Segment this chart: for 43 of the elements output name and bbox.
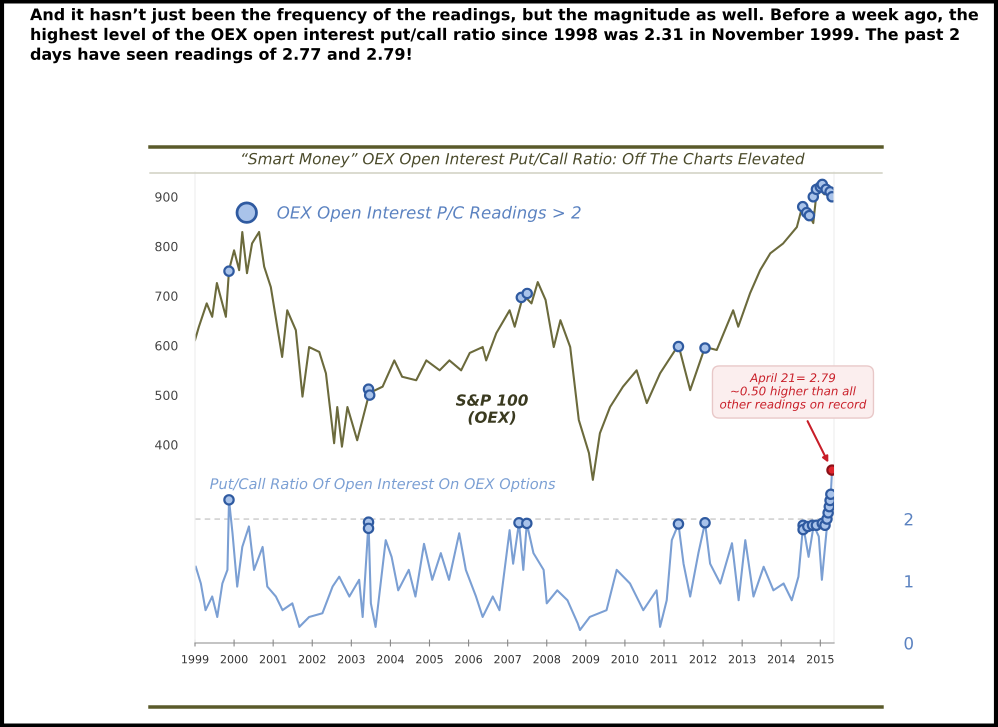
legend-label: OEX Open Interest P/C Readings > 2 [277, 206, 581, 222]
x-tick-label: 2010 [612, 655, 638, 664]
x-tick-label: 2014 [768, 655, 795, 664]
text: And it hasn’t just been the frequency of the readings, but the magnitude as well. Before a week ago, the highest level of the OEX open interest put/call ratio since 1998 was 2.31 in November 1999. The past 2 days have seen readings of 2.77 and 2.79! [30, 8, 978, 64]
y2-tick-label: 1 [905, 575, 913, 588]
x-tick-label: 2004 [377, 655, 404, 664]
point [672, 340, 684, 352]
x-tick-label: 2006 [455, 655, 482, 664]
x-tick-label: 2013 [728, 655, 756, 664]
x-tick-label: 2012 [690, 655, 716, 664]
series-label: S&P 100 (OEX) [456, 394, 528, 425]
x-tick-label: 2002 [298, 655, 326, 664]
point [362, 522, 374, 534]
point [364, 389, 376, 401]
x-tick-label: 2007 [494, 655, 521, 664]
x-tick-label: 1999 [182, 655, 208, 664]
y-tick-label: 600 [155, 341, 178, 350]
annotation: April 21= 2.79 ~0.50 higher than all other readings on record [720, 373, 866, 411]
point [672, 518, 684, 530]
y-tick-label: 800 [155, 242, 178, 252]
y-tick-label: 700 [156, 291, 178, 301]
x-tick-label: 2005 [416, 655, 443, 664]
point [804, 210, 816, 222]
x-tick-label: 2011 [650, 655, 678, 664]
y2-tick-label: 0 [904, 636, 913, 650]
x-tick-label: 2009 [572, 655, 600, 664]
point [223, 265, 235, 277]
point [223, 494, 235, 506]
x-tick-label: 2015 [806, 655, 834, 664]
point [699, 342, 711, 354]
x-tick-label: 2000 [220, 655, 248, 664]
series-label: Put/Call Ratio Of Open Interest On OEX Options [210, 478, 556, 492]
y-tick-label: 400 [155, 440, 178, 450]
y-tick-label: 900 [155, 192, 178, 202]
x-tick-label: 2003 [338, 655, 365, 664]
point [699, 517, 711, 529]
x-tick-label: 2001 [260, 655, 286, 664]
y2-tick-label: 2 [904, 513, 912, 526]
point [521, 288, 533, 300]
x-tick-label: 2008 [533, 655, 560, 664]
point [521, 518, 533, 530]
y-tick-label: 500 [155, 390, 178, 400]
chart-title: “Smart Money” OEX Open Interest Put/Call Ratio: Off The Charts Elevated [242, 152, 805, 168]
